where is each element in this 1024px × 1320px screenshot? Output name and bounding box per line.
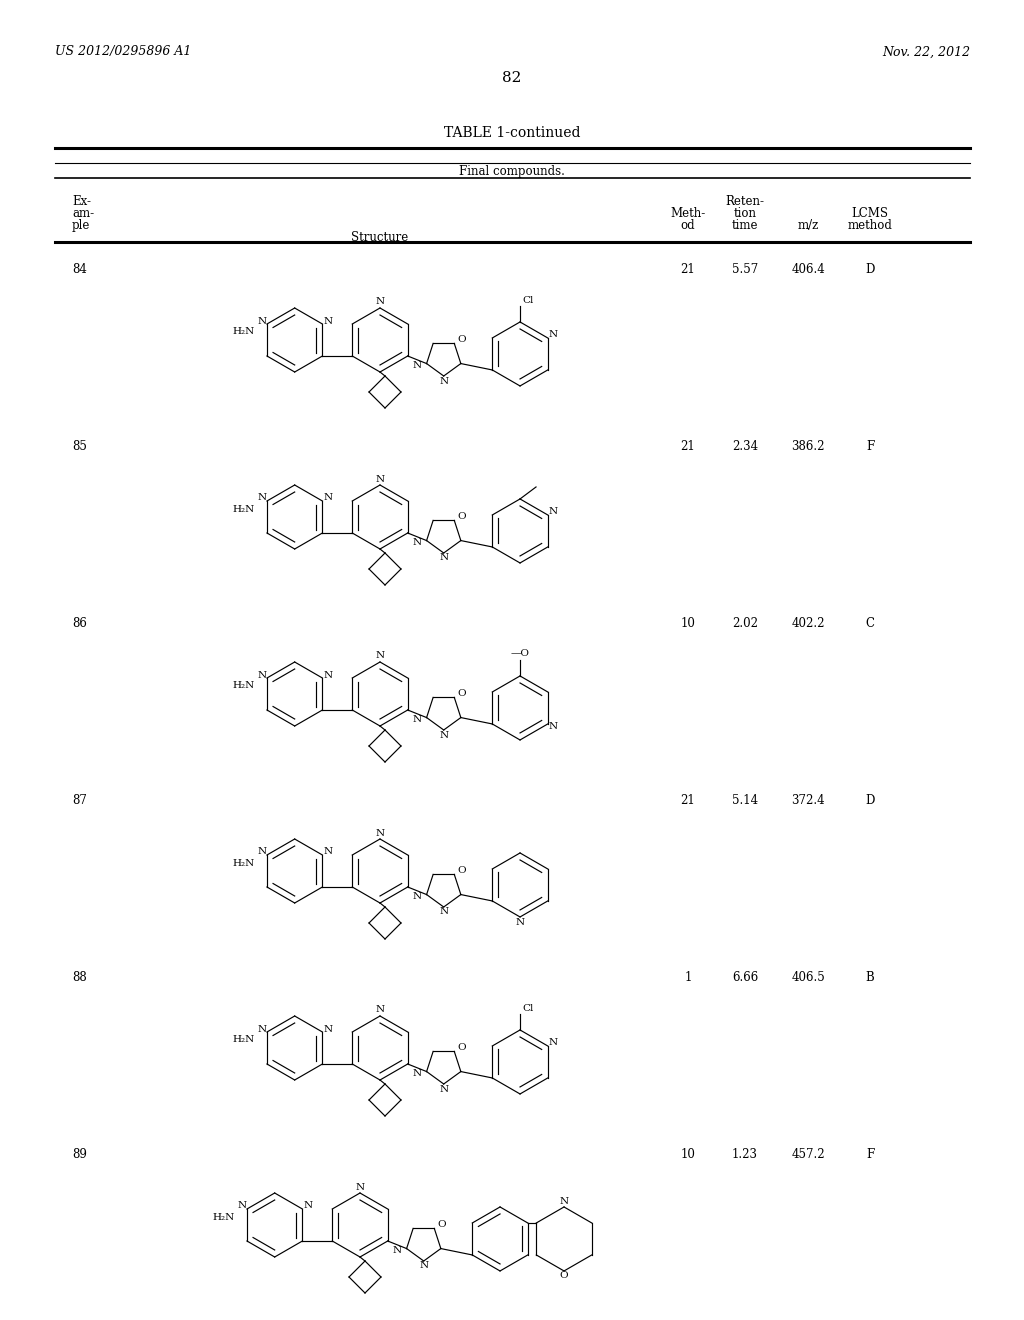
Text: C: C xyxy=(865,616,874,630)
Text: O: O xyxy=(560,1271,568,1280)
Text: N: N xyxy=(376,297,385,306)
Text: N: N xyxy=(439,1085,449,1093)
Text: H₂N: H₂N xyxy=(232,327,255,337)
Text: 84: 84 xyxy=(72,263,87,276)
Text: LCMS: LCMS xyxy=(852,207,889,220)
Text: O: O xyxy=(458,866,466,875)
Text: N: N xyxy=(419,1262,428,1270)
Text: 21: 21 xyxy=(681,440,695,453)
Text: N: N xyxy=(515,919,524,928)
Text: O: O xyxy=(437,1220,445,1229)
Text: m/z: m/z xyxy=(798,219,818,232)
Text: 402.2: 402.2 xyxy=(792,616,824,630)
Text: od: od xyxy=(681,219,695,232)
Text: N: N xyxy=(323,847,332,857)
Text: time: time xyxy=(732,219,758,232)
Text: H₂N: H₂N xyxy=(232,681,255,690)
Text: H₂N: H₂N xyxy=(212,1213,234,1221)
Text: tion: tion xyxy=(733,207,757,220)
Text: N: N xyxy=(323,671,332,680)
Text: F: F xyxy=(866,1148,874,1162)
Text: H₂N: H₂N xyxy=(232,858,255,867)
Text: H₂N: H₂N xyxy=(232,504,255,513)
Text: N: N xyxy=(413,1069,422,1077)
Text: 5.14: 5.14 xyxy=(732,795,758,807)
Text: US 2012/0295896 A1: US 2012/0295896 A1 xyxy=(55,45,191,58)
Text: 406.4: 406.4 xyxy=(792,263,825,276)
Text: 2.34: 2.34 xyxy=(732,440,758,453)
Text: N: N xyxy=(559,1197,568,1206)
Text: N: N xyxy=(439,553,449,562)
Text: O: O xyxy=(458,1043,466,1052)
Text: N: N xyxy=(257,317,266,326)
Text: Ex-: Ex- xyxy=(72,195,91,209)
Text: N: N xyxy=(376,829,385,837)
Text: 88: 88 xyxy=(72,972,87,983)
Text: 386.2: 386.2 xyxy=(792,440,824,453)
Text: —O: —O xyxy=(511,649,529,659)
Text: N: N xyxy=(257,847,266,857)
Text: 10: 10 xyxy=(681,1148,695,1162)
Text: 82: 82 xyxy=(503,71,521,84)
Text: N: N xyxy=(439,908,449,916)
Text: N: N xyxy=(257,1024,266,1034)
Text: Meth-: Meth- xyxy=(671,207,706,220)
Text: 21: 21 xyxy=(681,263,695,276)
Text: N: N xyxy=(413,891,422,900)
Text: 1.23: 1.23 xyxy=(732,1148,758,1162)
Text: D: D xyxy=(865,795,874,807)
Text: N: N xyxy=(549,722,557,731)
Text: method: method xyxy=(848,219,893,232)
Text: N: N xyxy=(439,376,449,385)
Text: F: F xyxy=(866,440,874,453)
Text: O: O xyxy=(458,512,466,521)
Text: 89: 89 xyxy=(72,1148,87,1162)
Text: N: N xyxy=(376,474,385,483)
Text: TABLE 1-continued: TABLE 1-continued xyxy=(443,125,581,140)
Text: N: N xyxy=(549,1039,557,1048)
Text: 2.02: 2.02 xyxy=(732,616,758,630)
Text: 21: 21 xyxy=(681,795,695,807)
Text: N: N xyxy=(413,714,422,723)
Text: Final compounds.: Final compounds. xyxy=(459,165,565,177)
Text: 6.66: 6.66 xyxy=(732,972,758,983)
Text: N: N xyxy=(323,494,332,503)
Text: 10: 10 xyxy=(681,616,695,630)
Text: 5.57: 5.57 xyxy=(732,263,758,276)
Text: N: N xyxy=(549,330,557,339)
Text: Nov. 22, 2012: Nov. 22, 2012 xyxy=(882,45,970,58)
Text: N: N xyxy=(413,360,422,370)
Text: 406.5: 406.5 xyxy=(792,972,825,983)
Text: 457.2: 457.2 xyxy=(792,1148,824,1162)
Text: Cl: Cl xyxy=(522,297,534,305)
Text: ple: ple xyxy=(72,219,90,232)
Text: N: N xyxy=(257,671,266,680)
Text: N: N xyxy=(413,537,422,546)
Text: N: N xyxy=(549,507,557,516)
Text: H₂N: H₂N xyxy=(232,1035,255,1044)
Text: Structure: Structure xyxy=(351,231,409,244)
Text: N: N xyxy=(323,1024,332,1034)
Text: O: O xyxy=(458,335,466,345)
Text: N: N xyxy=(376,1006,385,1015)
Text: N: N xyxy=(439,730,449,739)
Text: N: N xyxy=(393,1246,401,1254)
Text: N: N xyxy=(355,1183,365,1192)
Text: am-: am- xyxy=(72,207,94,220)
Text: 86: 86 xyxy=(72,616,87,630)
Text: N: N xyxy=(303,1201,312,1210)
Text: 1: 1 xyxy=(684,972,691,983)
Text: N: N xyxy=(238,1201,247,1210)
Text: O: O xyxy=(458,689,466,698)
Text: 85: 85 xyxy=(72,440,87,453)
Text: N: N xyxy=(257,494,266,503)
Text: 372.4: 372.4 xyxy=(792,795,824,807)
Text: D: D xyxy=(865,263,874,276)
Text: Reten-: Reten- xyxy=(725,195,765,209)
Text: N: N xyxy=(323,317,332,326)
Text: Cl: Cl xyxy=(522,1005,534,1014)
Text: N: N xyxy=(376,652,385,660)
Text: B: B xyxy=(865,972,874,983)
Text: 87: 87 xyxy=(72,795,87,807)
